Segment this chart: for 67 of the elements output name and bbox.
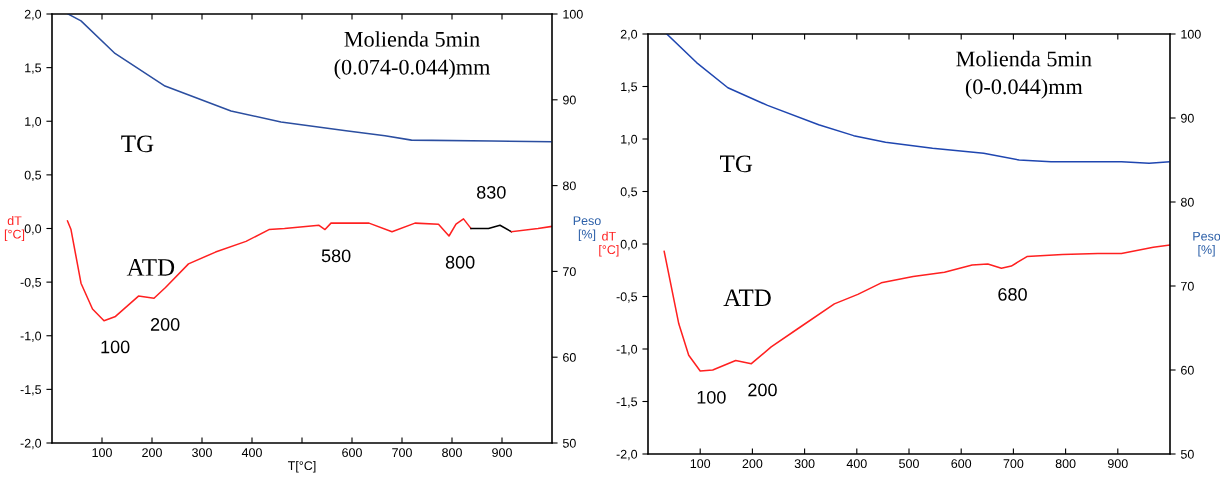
x-tick-label: 100 [92, 448, 112, 458]
y-tick-label: -2,0 [20, 438, 42, 450]
text: Molienda 5min (0-0.044)mm [956, 50, 1092, 99]
y-tick-label: 2,0 [24, 9, 42, 21]
y-tick-label: 2,0 [620, 29, 638, 41]
y-tick-label: 0,5 [620, 187, 638, 198]
text: TG [720, 155, 753, 173]
annotation: 200 [748, 383, 777, 397]
x-tick-label: 800 [1055, 459, 1076, 469]
x-tick-label: 400 [241, 448, 262, 458]
y2-tick-label: 100 [1181, 29, 1201, 39]
x-tick-label: 500 [899, 459, 919, 469]
x-tick-label: 700 [1003, 459, 1024, 469]
x-tick-label: 300 [794, 459, 815, 469]
annotation: 680 [998, 287, 1027, 301]
y-axis-title: dT [°C] [599, 231, 619, 257]
y2-tick-label: 70 [563, 267, 576, 277]
x-tick-label: 400 [846, 459, 867, 469]
y2-tick-label: 80 [1180, 197, 1194, 207]
y-tick-label: -1,5 [616, 397, 638, 408]
x-tick-label: 700 [392, 448, 412, 458]
annotation: 830 [477, 185, 506, 199]
x-tick-label: 900 [1107, 459, 1128, 469]
series-label: ATD [723, 289, 771, 307]
x-tick-label: 200 [142, 448, 162, 458]
y-tick-label: -1,0 [20, 331, 42, 342]
y-tick-label: -1,5 [20, 385, 42, 396]
x-tick-label: 100 [690, 459, 711, 469]
y2-tick-label: 100 [563, 9, 583, 19]
y-tick-label: 1,0 [621, 134, 638, 146]
annotation: 100 [101, 340, 130, 354]
series-label: ATD [126, 259, 175, 276]
y2-axis-title: Peso [%] [1193, 231, 1220, 257]
y-tick-label: -0,5 [20, 277, 42, 289]
y-axis-title: dT [°C] [4, 215, 25, 242]
y-tick-label: 0,0 [620, 239, 638, 251]
x-tick-label: 900 [492, 448, 512, 458]
y2-tick-label: 60 [563, 353, 576, 362]
x-axis-title: T[°C] [287, 460, 316, 473]
y2-tick-label: 50 [562, 438, 576, 448]
x-tick-label: 600 [951, 459, 972, 469]
y2-axis-title: Peso [%] [573, 216, 601, 242]
y-tick-label: 1,0 [25, 117, 42, 128]
text: Molienda 5min (0.074-0.044)mm [334, 31, 491, 80]
y-tick-label: -0,5 [616, 292, 638, 303]
text: TG [121, 135, 154, 153]
x-tick-label: 300 [192, 448, 212, 458]
x-tick-label: 200 [742, 459, 763, 469]
annotation: 800 [445, 255, 475, 269]
y-tick-label: -2,0 [616, 449, 638, 461]
line-series [663, 244, 1170, 372]
y2-tick-label: 80 [562, 181, 576, 191]
y-tick-label: 1,5 [621, 82, 638, 93]
y2-tick-label: 90 [1181, 113, 1194, 123]
y-tick-label: -1,0 [616, 344, 638, 356]
x-tick-label: 800 [442, 448, 462, 458]
y2-tick-label: 90 [563, 95, 576, 105]
annotation: 200 [150, 318, 180, 331]
y-tick-label: 0,5 [24, 170, 42, 181]
x-tick-label: 600 [342, 448, 362, 458]
y-tick-label: 0,0 [24, 224, 42, 235]
y2-tick-label: 60 [1181, 365, 1194, 375]
annotation: 580 [321, 249, 351, 263]
y2-tick-label: 70 [1181, 281, 1194, 291]
annotation: 100 [697, 390, 726, 404]
y2-tick-label: 50 [1180, 449, 1194, 459]
y-tick-label: 1,5 [25, 63, 42, 74]
